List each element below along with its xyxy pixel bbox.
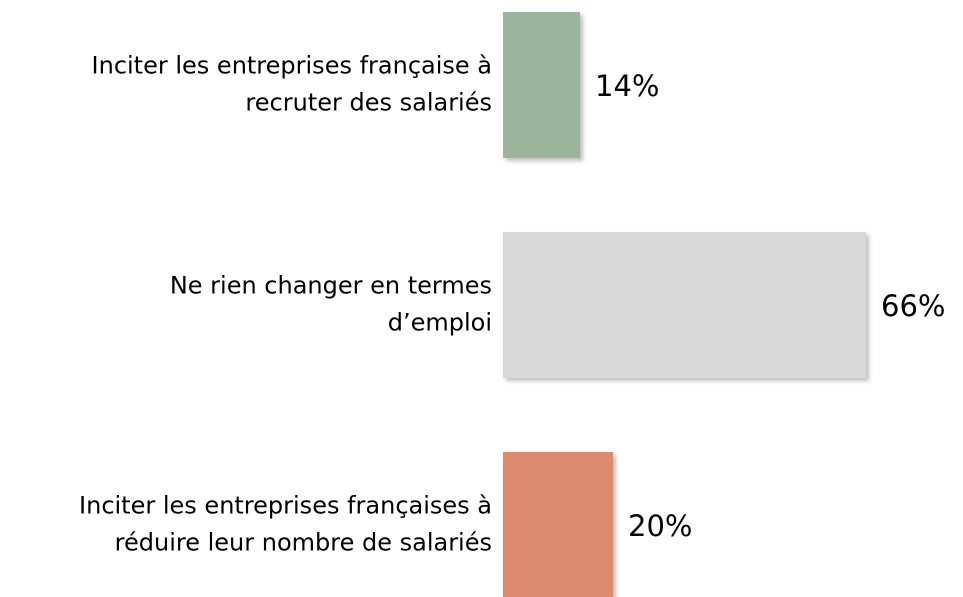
value-label: 66% [881, 289, 945, 323]
value-label: 14% [595, 69, 659, 103]
value-label: 20% [628, 509, 692, 543]
category-label: réduire leur nombre de salariés [115, 529, 492, 557]
category-label: d’emploi [388, 309, 492, 337]
category-label: Inciter les entreprises française à [92, 52, 492, 80]
bar [503, 452, 613, 597]
bar [503, 12, 580, 158]
bar [503, 232, 866, 378]
category-label: recruter des salariés [245, 89, 492, 117]
category-label: Ne rien changer en termes [170, 272, 492, 300]
category-label: Inciter les entreprises françaises à [79, 492, 492, 520]
